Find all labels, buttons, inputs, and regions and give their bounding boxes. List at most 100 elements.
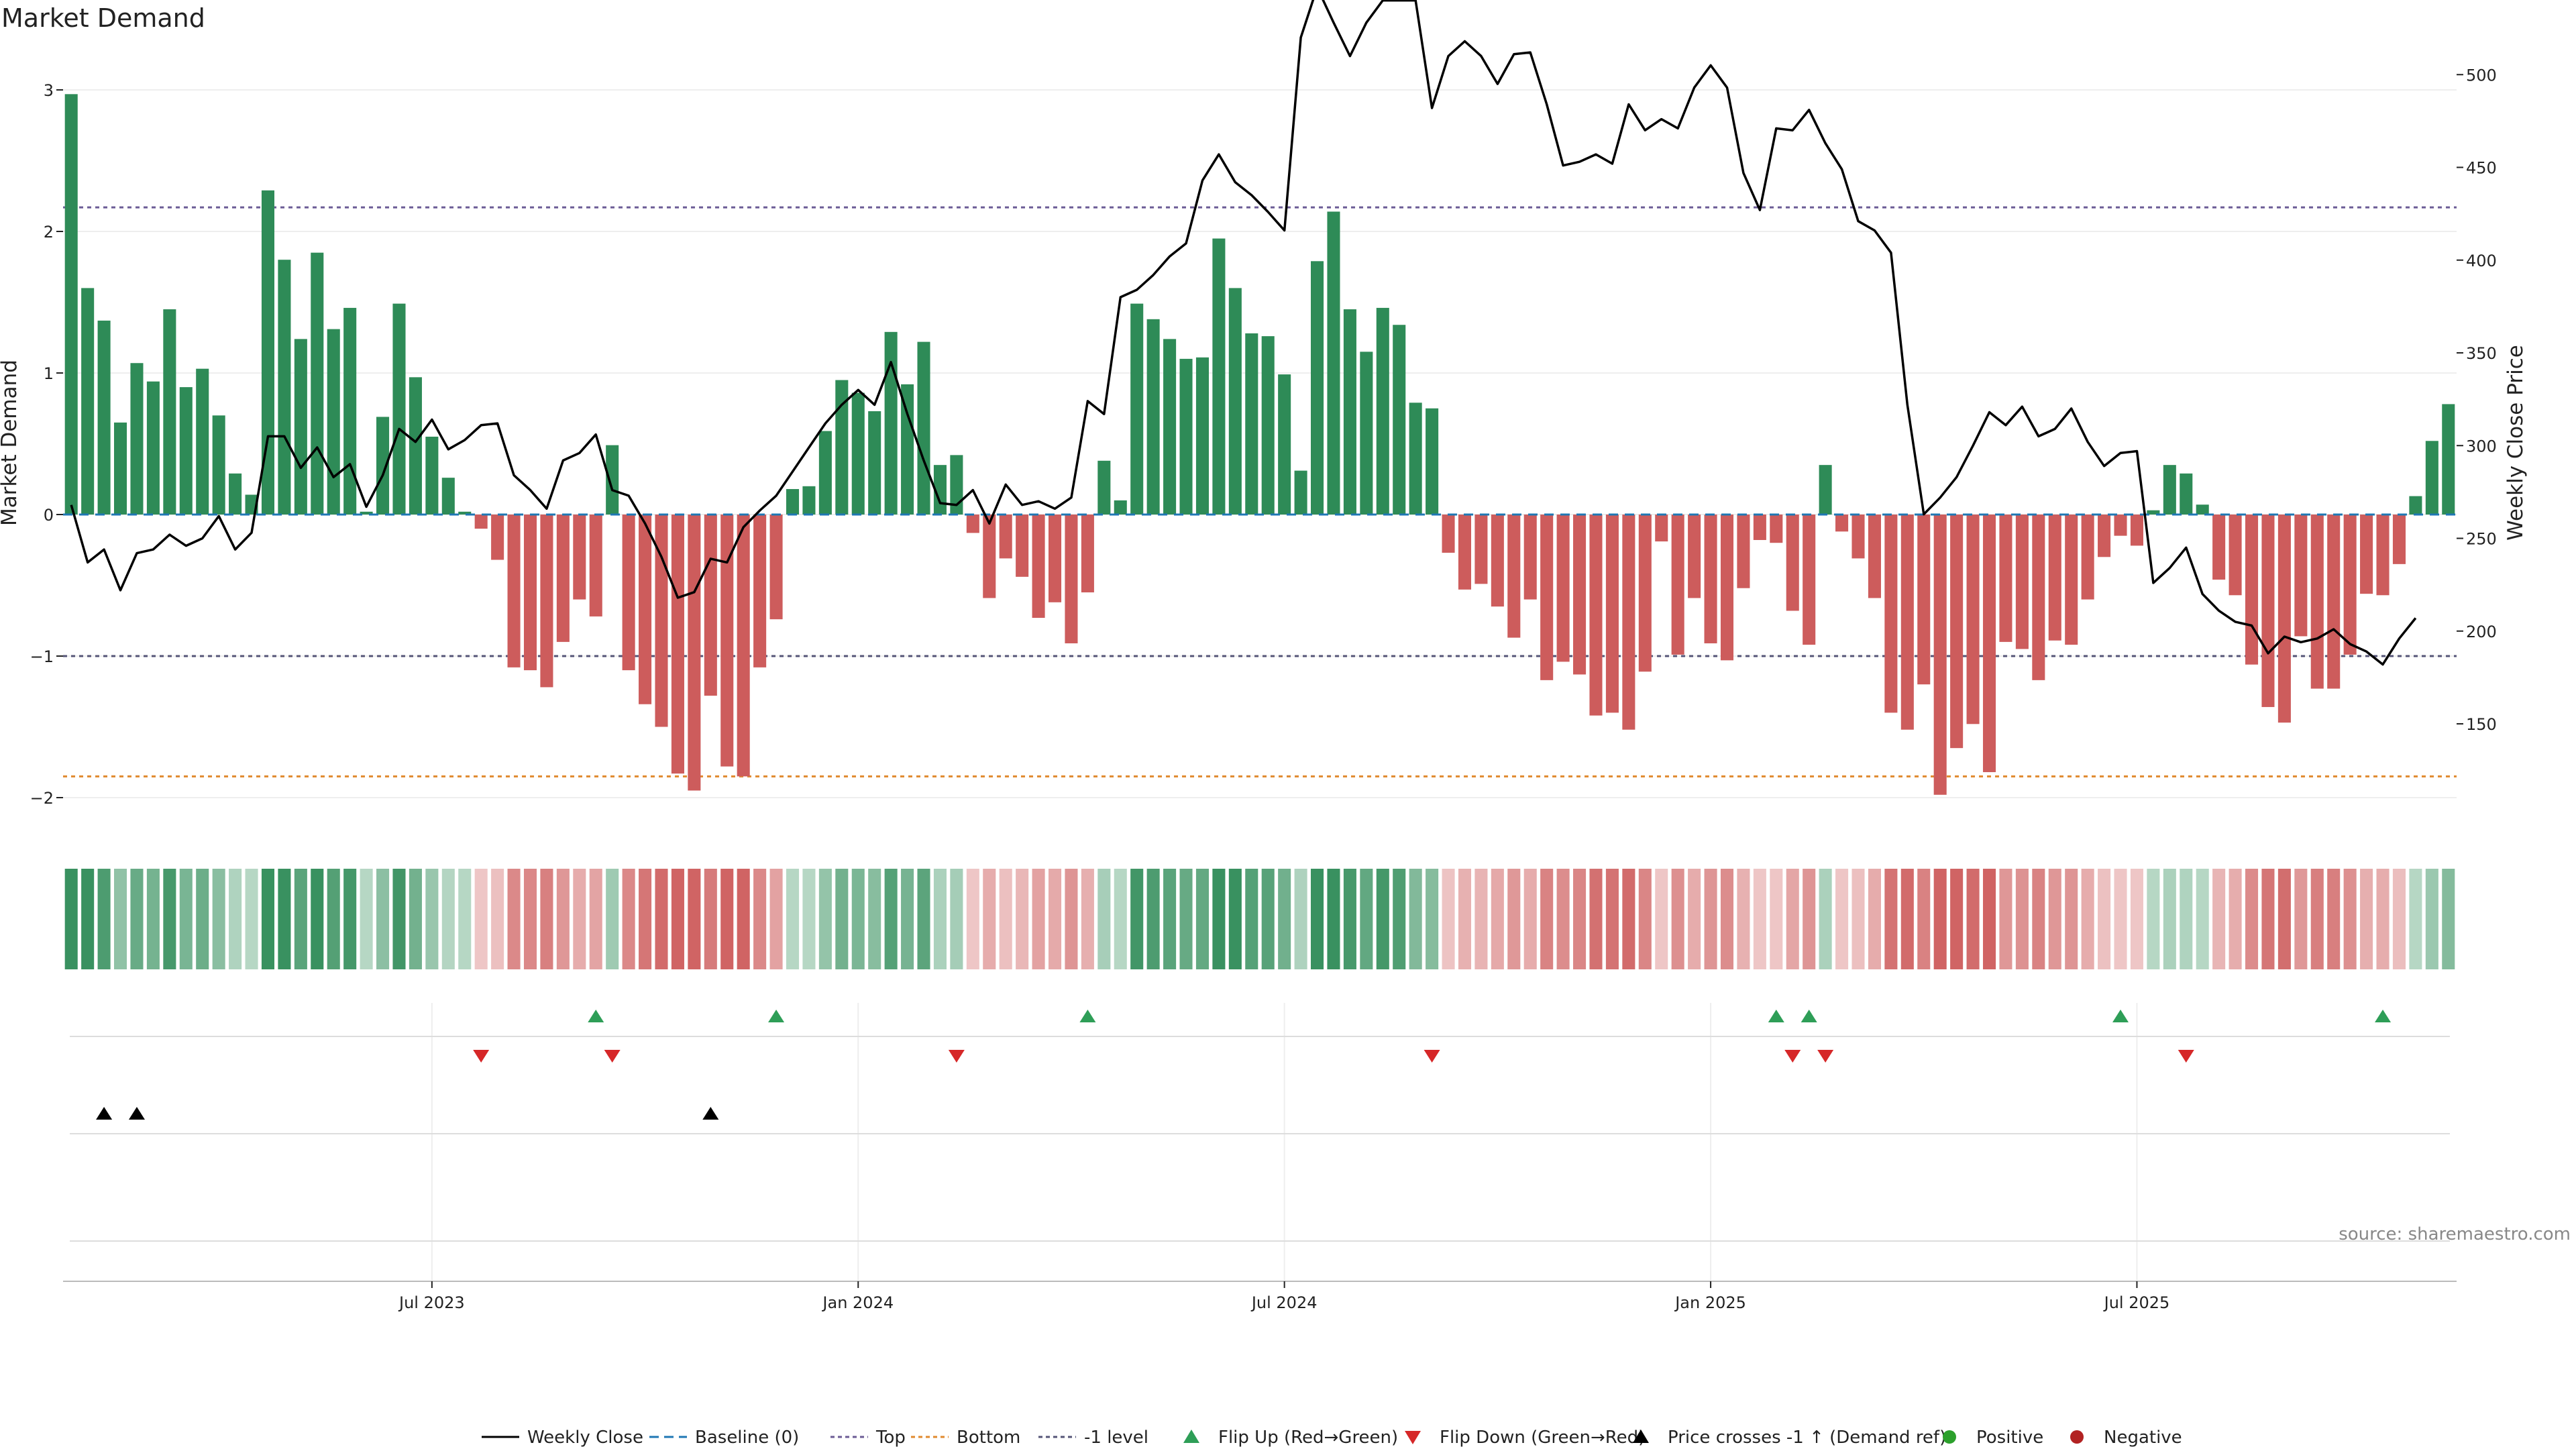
strip-cell: [1130, 869, 1144, 969]
strip-cell: [2327, 869, 2341, 969]
flip-down-marker: [1784, 1050, 1801, 1063]
flip-up-marker: [768, 1010, 785, 1022]
left-tick-label: 0: [44, 506, 54, 525]
strip-cell: [1950, 869, 1964, 969]
strip-cell: [1540, 869, 1554, 969]
strip-cell: [1458, 869, 1472, 969]
demand-bar: [2409, 496, 2422, 515]
strip-cell: [294, 869, 307, 969]
strip-cell: [1835, 869, 1849, 969]
demand-bar: [261, 190, 275, 515]
strip-cell: [1900, 869, 1914, 969]
strip-cell: [933, 869, 947, 969]
left-tick-label: 1: [44, 364, 54, 383]
right-axis-label: Weekly Close Price: [2504, 345, 2528, 541]
demand-bar: [1474, 515, 1488, 584]
demand-bar: [753, 515, 767, 667]
demand-bar: [1655, 515, 1668, 542]
strip-cell: [589, 869, 602, 969]
demand-bar: [2032, 515, 2045, 680]
demand-bar: [1409, 402, 1422, 515]
demand-bar: [1114, 500, 1127, 515]
legend-label: Top: [875, 1428, 906, 1448]
strip-cell: [523, 869, 537, 969]
demand-bar: [933, 465, 947, 515]
demand-bar: [1278, 374, 1291, 515]
strip-cell: [851, 869, 865, 969]
demand-bar: [851, 392, 865, 515]
demand-bar: [81, 288, 95, 515]
demand-bar: [278, 260, 291, 515]
demand-bar: [1228, 288, 1242, 515]
demand-bar: [737, 515, 750, 777]
demand-bar: [1786, 515, 1799, 611]
demand-bar: [802, 486, 816, 515]
strip-cell: [1868, 869, 1881, 969]
demand-bar: [950, 455, 963, 515]
demand-bar: [229, 473, 242, 515]
flip-up-marker: [1801, 1010, 1817, 1022]
strip-cell: [1228, 869, 1242, 969]
strip-cell: [606, 869, 619, 969]
demand-bar: [688, 515, 701, 791]
demand-bar: [1376, 307, 1389, 515]
strip-cell: [753, 869, 767, 969]
demand-bar: [1523, 515, 1537, 600]
strip-cell: [622, 869, 635, 969]
demand-bar: [1032, 515, 1045, 619]
demand-bar: [1573, 515, 1587, 675]
demand-color-strip: [64, 869, 2455, 969]
strip-cell: [1114, 869, 1127, 969]
weekly-close-line: [70, 0, 2417, 666]
strip-cell: [1556, 869, 1570, 969]
price-cross-marker: [128, 1107, 145, 1120]
demand-bar: [835, 380, 849, 515]
demand-bar: [1638, 515, 1652, 672]
right-tick-label: 500: [2466, 66, 2497, 85]
flip-up-marker: [1768, 1010, 1784, 1022]
legend-label: Weekly Close: [527, 1428, 643, 1448]
demand-bar: [458, 511, 472, 515]
right-tick-label: 350: [2466, 344, 2497, 363]
strip-cell: [425, 869, 439, 969]
demand-bar: [2098, 515, 2111, 557]
legend-swatch: [1633, 1430, 1649, 1443]
right-tick-label: 150: [2466, 715, 2497, 734]
strip-cell: [1163, 869, 1177, 969]
strip-cell: [2114, 869, 2127, 969]
demand-bar: [1130, 303, 1144, 515]
demand-bar: [2392, 515, 2406, 564]
demand-bar: [622, 515, 635, 671]
strip-cell: [1638, 869, 1652, 969]
strip-cell: [2343, 869, 2357, 969]
demand-bar: [327, 329, 340, 515]
demand-bar: [507, 515, 521, 667]
date-tick-label: Jul 2025: [2103, 1293, 2170, 1312]
strip-cell: [1720, 869, 1734, 969]
strip-cell: [392, 869, 406, 969]
strip-cell: [1786, 869, 1799, 969]
demand-bar: [2229, 515, 2242, 596]
strip-cell: [917, 869, 930, 969]
demand-bar: [2261, 515, 2275, 707]
demand-bar: [1835, 515, 1849, 532]
strip-cell: [261, 869, 275, 969]
left-tick-label: 3: [44, 81, 54, 100]
flip-down-marker: [1424, 1050, 1440, 1063]
demand-bar: [1999, 515, 2012, 642]
strip-cell: [1999, 869, 2012, 969]
strip-cell: [2261, 869, 2275, 969]
demand-bar: [1540, 515, 1554, 680]
demand-bar: [1688, 515, 1701, 598]
strip-cell: [1311, 869, 1324, 969]
demand-bar: [1245, 333, 1258, 515]
legend-label: Positive: [1976, 1428, 2043, 1448]
demand-bar: [901, 384, 914, 515]
legend-label: Flip Up (Red→Green): [1218, 1428, 1398, 1448]
flip-up-marker: [2112, 1010, 2129, 1022]
demand-bar: [212, 415, 225, 515]
strip-cell: [2392, 869, 2406, 969]
demand-bar: [179, 387, 193, 515]
demand-bar: [1737, 515, 1750, 588]
